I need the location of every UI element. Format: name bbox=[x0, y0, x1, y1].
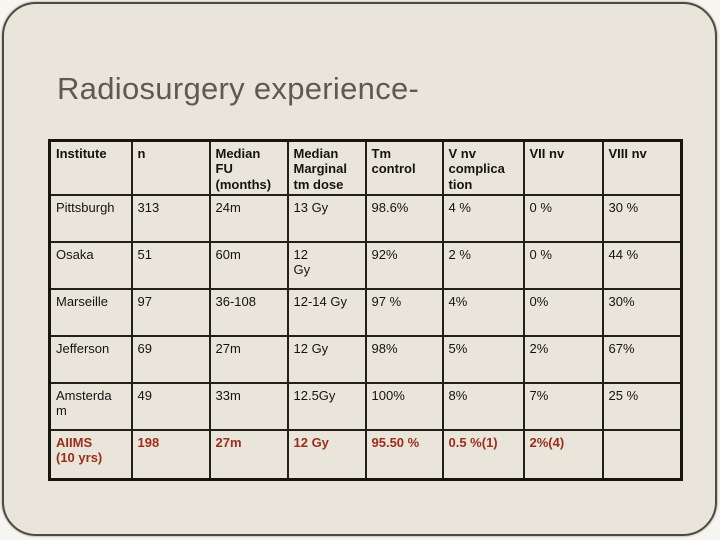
table-cell: Marseille bbox=[48, 287, 133, 337]
table-cell: 36-108 bbox=[208, 287, 289, 337]
table-cell: 7% bbox=[522, 381, 604, 431]
table-cell: 30 % bbox=[601, 193, 683, 243]
table-cell: 2% bbox=[522, 334, 604, 384]
table-cell: 13 Gy bbox=[286, 193, 367, 243]
table-cell: 25 % bbox=[601, 381, 683, 431]
table-cell: 95.50 % bbox=[364, 428, 444, 481]
table-cell: Osaka bbox=[48, 240, 133, 290]
table-cell: 44 % bbox=[601, 240, 683, 290]
table-cell: Amsterda m bbox=[48, 381, 133, 431]
table-cell bbox=[601, 428, 683, 481]
radiosurgery-experience-table: Institute n Median FU (months) Median Ma… bbox=[48, 139, 683, 482]
table-row-marseille: Marseille 97 36-108 12-14 Gy 97 % 4% 0% … bbox=[48, 287, 683, 337]
table-cell: 4 % bbox=[441, 193, 525, 243]
table-cell: 2 % bbox=[441, 240, 525, 290]
table-cell: 60m bbox=[208, 240, 289, 290]
table-cell: 98.6% bbox=[364, 193, 444, 243]
table-cell: 5% bbox=[441, 334, 525, 384]
header-median-marginal-dose: Median Marginal tm dose bbox=[286, 139, 367, 196]
table-cell: 27m bbox=[208, 334, 289, 384]
header-v-nv-complication: V nv complica tion bbox=[441, 139, 525, 196]
header-vii-nv: VII nv bbox=[522, 139, 604, 196]
table-cell: 67% bbox=[601, 334, 683, 384]
table-cell: 51 bbox=[130, 240, 211, 290]
table-cell: 92% bbox=[364, 240, 444, 290]
table-cell: 12 Gy bbox=[286, 334, 367, 384]
table-cell: 0% bbox=[522, 287, 604, 337]
table-cell: 8% bbox=[441, 381, 525, 431]
table-cell: 12-14 Gy bbox=[286, 287, 367, 337]
table-cell: 30% bbox=[601, 287, 683, 337]
header-median-fu: Median FU (months) bbox=[208, 139, 289, 196]
table-row-jefferson: Jefferson 69 27m 12 Gy 98% 5% 2% 67% bbox=[48, 334, 683, 384]
table-cell: 0 % bbox=[522, 193, 604, 243]
header-n: n bbox=[130, 139, 211, 196]
table-cell: 4% bbox=[441, 287, 525, 337]
table-cell: 100% bbox=[364, 381, 444, 431]
table-cell: 12.5Gy bbox=[286, 381, 367, 431]
table-cell: 12 Gy bbox=[286, 240, 367, 290]
table-row-osaka: Osaka 51 60m 12 Gy 92% 2 % 0 % 44 % bbox=[48, 240, 683, 290]
table-cell: 69 bbox=[130, 334, 211, 384]
table-cell: 97 % bbox=[364, 287, 444, 337]
table-header-row: Institute n Median FU (months) Median Ma… bbox=[48, 139, 683, 196]
table-cell: 12 Gy bbox=[286, 428, 367, 481]
header-tm-control: Tm control bbox=[364, 139, 444, 196]
table-cell: 98% bbox=[364, 334, 444, 384]
slide-title: Radiosurgery experience- bbox=[57, 71, 420, 106]
table-row-aiims-highlight: AIIMS (10 yrs) 198 27m 12 Gy 95.50 % 0.5… bbox=[48, 428, 683, 481]
table-cell: 0 % bbox=[522, 240, 604, 290]
header-viii-nv: VIII nv bbox=[601, 139, 683, 196]
table-cell: 97 bbox=[130, 287, 211, 337]
table-cell: 198 bbox=[130, 428, 211, 481]
table-cell: Jefferson bbox=[48, 334, 133, 384]
table-cell: Pittsburgh bbox=[48, 193, 133, 243]
table-cell: 0.5 %(1) bbox=[441, 428, 525, 481]
table-cell: 24m bbox=[208, 193, 289, 243]
table-cell: 2%(4) bbox=[522, 428, 604, 481]
table-cell: 27m bbox=[208, 428, 289, 481]
table-cell: 313 bbox=[130, 193, 211, 243]
table-row-amsterdam: Amsterda m 49 33m 12.5Gy 100% 8% 7% 25 % bbox=[48, 381, 683, 431]
header-institute: Institute bbox=[48, 139, 133, 196]
table-cell: 49 bbox=[130, 381, 211, 431]
table-cell: 33m bbox=[208, 381, 289, 431]
table-cell: AIIMS (10 yrs) bbox=[48, 428, 133, 481]
table-row-pittsburgh: Pittsburgh 313 24m 13 Gy 98.6% 4 % 0 % 3… bbox=[48, 193, 683, 243]
